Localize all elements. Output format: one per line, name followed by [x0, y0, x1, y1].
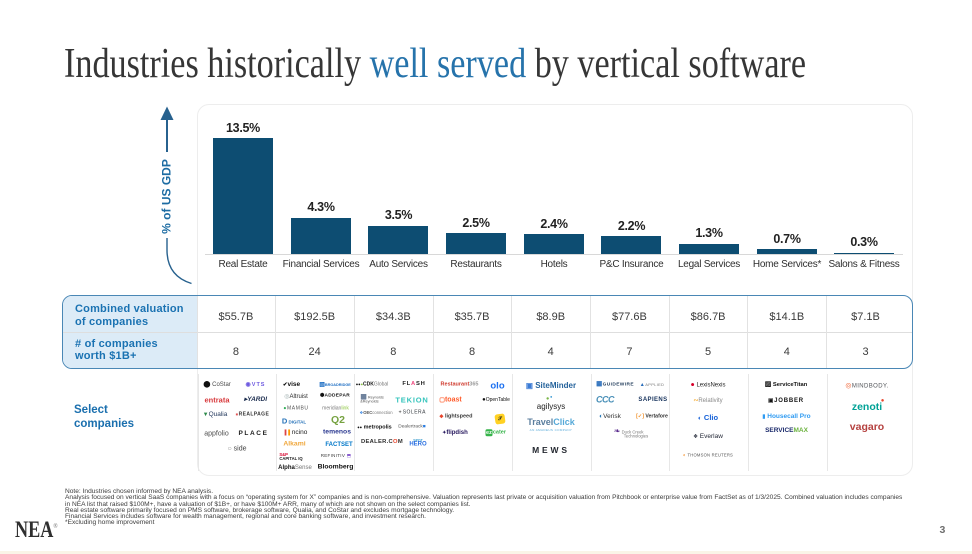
svg-text:% of US GDP: % of US GDP — [160, 159, 174, 234]
